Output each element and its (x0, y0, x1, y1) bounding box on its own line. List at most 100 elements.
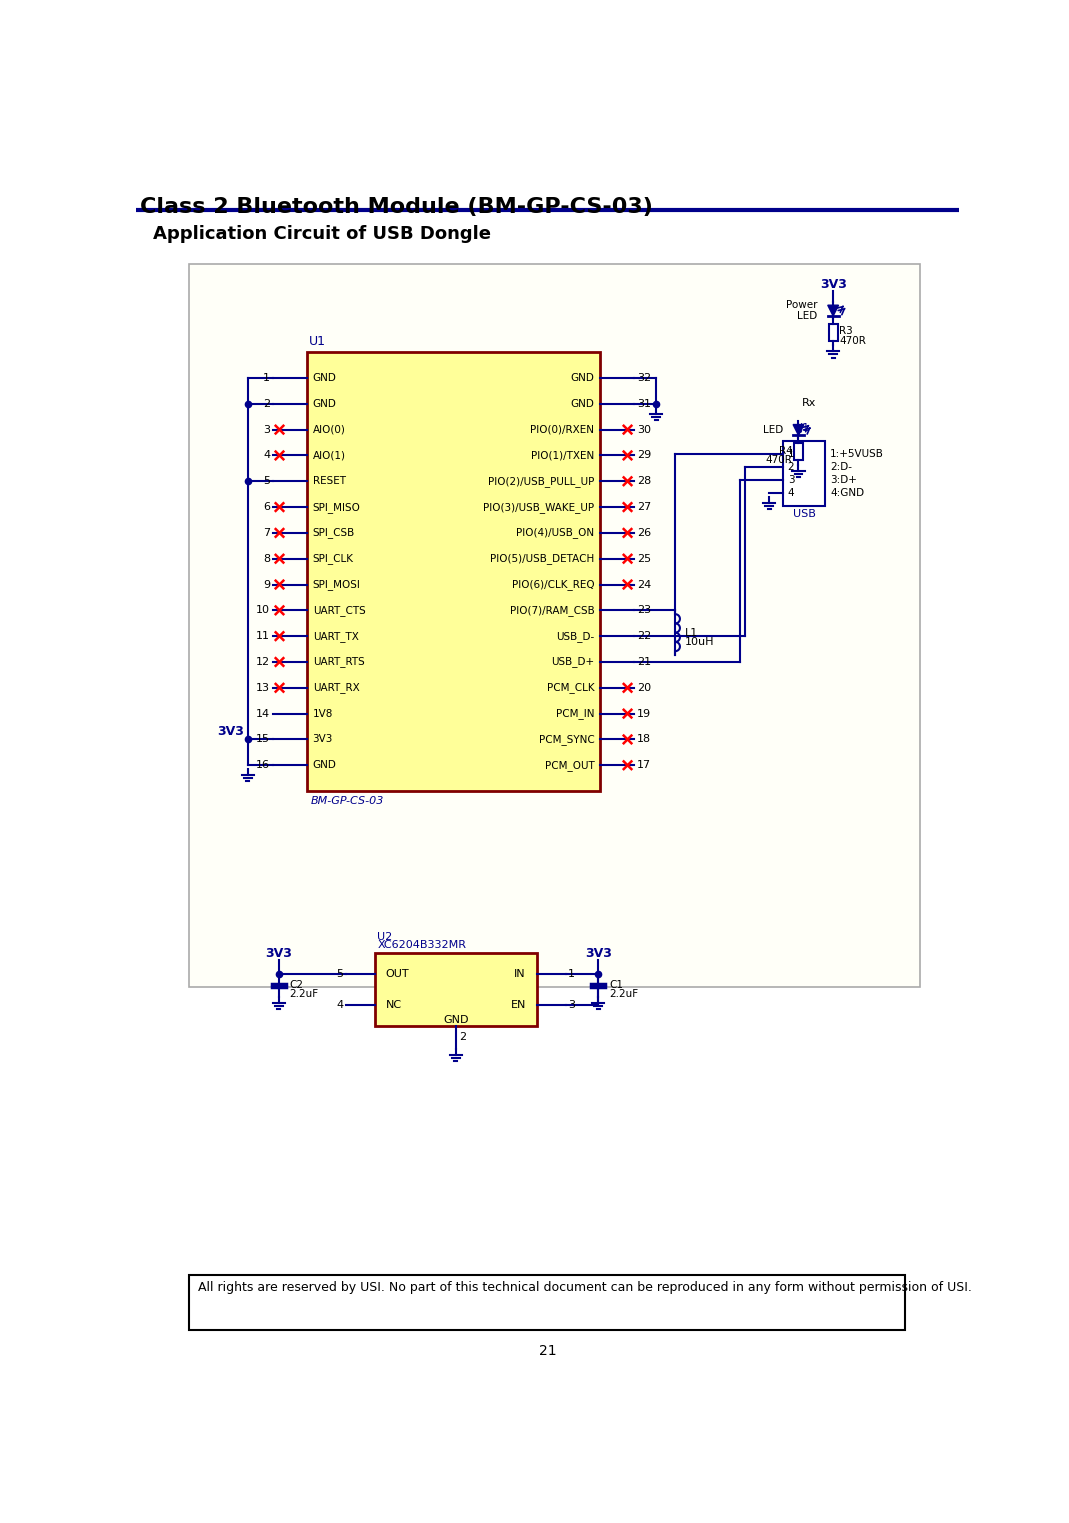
Text: R4: R4 (778, 446, 792, 455)
Text: 31: 31 (637, 399, 651, 408)
Bar (188, 1275, 904, 1330)
Text: Rx: Rx (802, 398, 817, 408)
Text: 1V8: 1V8 (312, 708, 334, 719)
Text: GND: GND (443, 1014, 468, 1025)
Text: 2: 2 (788, 461, 794, 472)
Text: USB_D+: USB_D+ (552, 656, 594, 667)
Text: U2: U2 (377, 932, 392, 943)
Text: GND: GND (571, 373, 594, 382)
Text: J1: J1 (800, 423, 809, 433)
Text: U1: U1 (309, 335, 326, 347)
Text: PIO(6)/CLK_REQ: PIO(6)/CLK_REQ (512, 579, 594, 589)
Text: 24: 24 (637, 580, 651, 589)
Text: 9: 9 (263, 580, 270, 589)
Text: C1: C1 (609, 981, 623, 990)
Text: PCM_IN: PCM_IN (556, 708, 594, 719)
Text: 15: 15 (257, 734, 270, 745)
Text: GND: GND (571, 399, 594, 408)
Text: 11: 11 (257, 631, 270, 641)
Text: 5: 5 (337, 969, 343, 979)
Text: C2: C2 (290, 981, 304, 990)
Text: PCM_CLK: PCM_CLK (547, 682, 594, 693)
Text: GND: GND (312, 760, 337, 771)
Text: PIO(3)/USB_WAKE_UP: PIO(3)/USB_WAKE_UP (483, 501, 594, 513)
Text: GND: GND (312, 373, 337, 382)
Text: Application Circuit of USB Dongle: Application Circuit of USB Dongle (153, 225, 492, 244)
Text: USB_D-: USB_D- (556, 631, 594, 641)
Text: 3V3: 3V3 (217, 725, 244, 737)
Text: 20: 20 (637, 682, 651, 693)
Text: BM-GP-CS-03: BM-GP-CS-03 (310, 795, 384, 806)
Text: 3: 3 (569, 1001, 575, 1010)
Text: PIO(4)/USB_ON: PIO(4)/USB_ON (516, 527, 594, 538)
Text: L1: L1 (684, 627, 698, 638)
Text: 28: 28 (637, 477, 651, 486)
Bar (307, 352, 600, 790)
Text: 3V3: 3V3 (820, 277, 847, 291)
Text: UART_TX: UART_TX (312, 631, 358, 641)
Polygon shape (793, 425, 804, 436)
Bar (794, 443, 803, 460)
Text: IN: IN (514, 969, 526, 979)
Text: All rights are reserved by USI. No part of this technical document can be reprod: All rights are reserved by USI. No part … (198, 1281, 972, 1293)
Text: AIO(0): AIO(0) (312, 425, 345, 434)
Text: UART_RTS: UART_RTS (312, 656, 365, 667)
Text: 1:+5VUSB: 1:+5VUSB (830, 449, 884, 458)
Text: OUT: OUT (386, 969, 409, 979)
Text: XC6204B332MR: XC6204B332MR (377, 940, 466, 950)
Text: 18: 18 (637, 734, 651, 745)
Text: 2: 2 (459, 1033, 466, 1042)
Text: 3: 3 (788, 475, 794, 484)
Text: PIO(0)/RXEN: PIO(0)/RXEN (530, 425, 594, 434)
Text: 3: 3 (263, 425, 270, 434)
Text: 2.2uF: 2.2uF (609, 990, 638, 999)
Text: 3V3: 3V3 (585, 947, 611, 961)
Text: 21: 21 (637, 656, 651, 667)
Text: 16: 16 (257, 760, 270, 771)
Text: Power
LED: Power LED (786, 300, 818, 321)
Text: SPI_MOSI: SPI_MOSI (312, 579, 360, 589)
Text: R3: R3 (839, 326, 853, 337)
Text: 27: 27 (637, 503, 651, 512)
Text: 13: 13 (257, 682, 270, 693)
Text: 14: 14 (257, 708, 270, 719)
Text: 2:D-: 2:D- (830, 461, 852, 472)
Text: 7: 7 (263, 528, 270, 538)
Text: LED: LED (763, 425, 784, 436)
Text: 1: 1 (788, 449, 794, 458)
Text: PIO(1)/TXEN: PIO(1)/TXEN (531, 451, 594, 460)
Text: SPI_CLK: SPI_CLK (312, 553, 354, 564)
Text: 22: 22 (637, 631, 651, 641)
Text: RESET: RESET (312, 477, 345, 486)
Text: 2.2uF: 2.2uF (290, 990, 319, 999)
Text: 25: 25 (637, 554, 651, 564)
Text: AIO(1): AIO(1) (312, 451, 345, 460)
Polygon shape (827, 305, 838, 315)
Text: Class 2 Bluetooth Module (BM-GP-CS-03): Class 2 Bluetooth Module (BM-GP-CS-03) (140, 196, 653, 216)
Text: 10: 10 (257, 605, 270, 615)
Text: 4: 4 (788, 487, 794, 498)
Text: PCM_SYNC: PCM_SYNC (539, 734, 594, 745)
Text: 1: 1 (569, 969, 575, 979)
Bar (188, 263, 920, 987)
Text: 21: 21 (539, 1343, 556, 1359)
Text: 32: 32 (637, 373, 651, 382)
Text: PIO(5)/USB_DETACH: PIO(5)/USB_DETACH (491, 553, 594, 564)
Text: 470R: 470R (839, 335, 866, 346)
Text: 6: 6 (263, 503, 270, 512)
Text: EN: EN (511, 1001, 526, 1010)
Bar (375, 953, 537, 1027)
Text: PCM_OUT: PCM_OUT (545, 760, 594, 771)
Text: 3:D+: 3:D+ (830, 475, 857, 484)
Text: USB: USB (793, 509, 816, 519)
Text: 10uH: 10uH (684, 637, 714, 647)
Text: UART_CTS: UART_CTS (312, 605, 366, 615)
Text: 8: 8 (263, 554, 270, 564)
Text: 470R: 470R (765, 455, 792, 465)
Text: 19: 19 (637, 708, 651, 719)
Text: SPI_CSB: SPI_CSB (312, 527, 355, 538)
Text: 3V3: 3V3 (312, 734, 334, 745)
Text: 30: 30 (637, 425, 651, 434)
Text: 3V3: 3V3 (265, 947, 292, 961)
Text: 17: 17 (637, 760, 651, 771)
